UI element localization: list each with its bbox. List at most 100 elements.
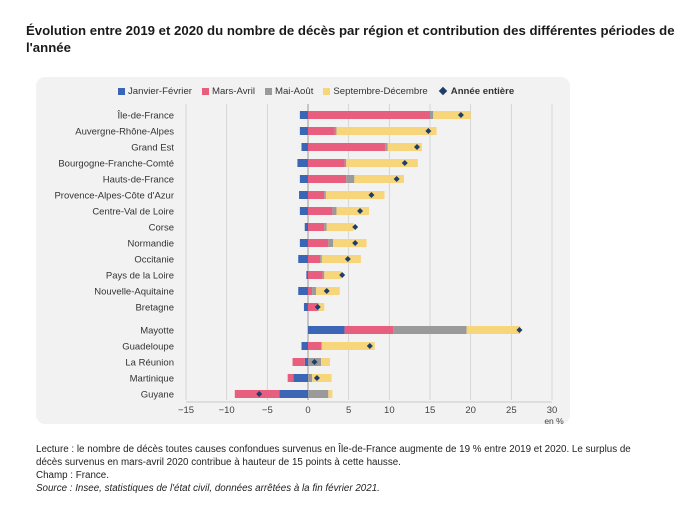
total-marker [314,304,321,310]
bar-segment [308,326,345,334]
note-lecture: Lecture : le nombre de décès toutes caus… [36,444,631,468]
total-marker [313,375,320,381]
x-tick-label: 10 [384,405,395,416]
bar-segment [308,239,329,247]
bar-segment [299,127,308,135]
bar-segment [299,239,308,247]
bar-segment [312,287,317,295]
total-marker [366,343,373,349]
bar-segment [301,342,308,350]
bar-segment [308,390,329,398]
note-source: Source : Insee, statistiques de l'état c… [36,483,380,494]
bar-segment [308,127,335,135]
bar-segment [279,390,308,398]
category-label: Martinique [130,374,174,385]
bar-segment [334,127,337,135]
category-label: Mayotte [140,326,174,337]
category-label: Pays de la Loire [106,271,174,282]
bar-segment [292,358,305,366]
legend-label-mars-avril: Mars-Avril [211,85,255,97]
x-tick-label: 25 [506,405,517,416]
bar-segment [298,287,308,295]
bar-segment [308,271,323,279]
total-marker [323,288,330,294]
bar-segment [321,342,375,350]
legend-swatch-mai-aout [264,87,272,95]
x-tick-label: −5 [262,405,273,416]
total-marker [344,256,351,262]
total-marker [339,272,346,278]
bar-segment [344,326,394,334]
category-label: Provence-Alpes-Côte d'Azur [54,191,174,202]
bar-segment [293,374,308,382]
x-tick-label: 0 [305,405,310,416]
total-marker [311,359,318,365]
bar-segment [346,159,418,167]
x-tick-label: 5 [346,405,351,416]
category-label: Centre-Val de Loire [92,207,174,218]
legend-item-mai-aout: Mai-Août [264,85,314,97]
bar-segment [328,239,334,247]
legend-label-janvier-fevrier: Janvier-Février [128,85,192,97]
chart-legend: Janvier-Février Mars-Avril Mai-Août Sept… [118,84,570,98]
category-label: Guyane [141,390,174,401]
bar-segment [336,207,369,215]
x-tick-label: 15 [425,405,436,416]
bar-segment [308,159,345,167]
category-label: Île-de-France [117,111,175,122]
bar-segment [306,271,308,279]
bar-segment [308,287,313,295]
category-label: Nouvelle-Aquitaine [94,287,174,298]
legend-item-annee-entiere: Année entière [438,86,514,97]
category-label: Auvergne-Rhône-Alpes [75,127,174,138]
bar-segment [466,326,521,334]
bar-segment [430,111,434,119]
bar-segment [324,223,327,231]
bar-segment [304,223,308,231]
bar-segment [332,207,337,215]
category-label: La Réunion [125,358,174,369]
bar-segment [346,175,355,183]
legend-swatch-mars-avril [201,87,209,95]
total-marker [401,160,408,166]
bar-segment [308,223,325,231]
x-tick-label: 30 [547,405,558,416]
note-champ: Champ : France. [36,470,109,481]
bar-segment [393,326,467,334]
bar-segment [344,159,347,167]
legend-item-septembre-decembre: Septembre-Décembre [323,86,428,97]
bar-segment [308,191,325,199]
bar-segment [299,207,308,215]
bar-segment [312,374,332,382]
bar-segment [308,207,333,215]
bar-segment [318,303,325,311]
bar-segment [333,239,367,247]
bar-segment [304,358,308,366]
bar-segment [354,175,404,183]
bar-segment [321,358,330,366]
category-label: Hauts-de-France [103,175,174,186]
bar-segment [308,143,386,151]
category-label: Corse [149,223,174,234]
total-marker [352,240,359,246]
total-marker [352,224,359,230]
bar-segment [308,175,347,183]
legend-item-janvier-fevrier: Janvier-Février [118,86,192,97]
bar-segment [299,111,308,119]
legend-swatch-septembre-decembre [323,87,331,95]
bar-segment [287,374,294,382]
category-label: Grand Est [131,143,174,154]
bar-segment [297,159,308,167]
bar-segment [308,111,430,119]
category-label: Bourgogne-Franche-Comté [58,159,174,170]
bar-segment [385,143,388,151]
bar-segment [336,127,437,135]
bar-segment [299,191,308,199]
total-marker [516,327,523,333]
x-axis-unit-label: en % [544,416,564,426]
legend-label-mai-aout: Mai-Août [274,85,314,97]
bar-segment [298,255,308,263]
category-label: Normandie [128,239,174,250]
x-tick-label: −15 [178,405,194,416]
